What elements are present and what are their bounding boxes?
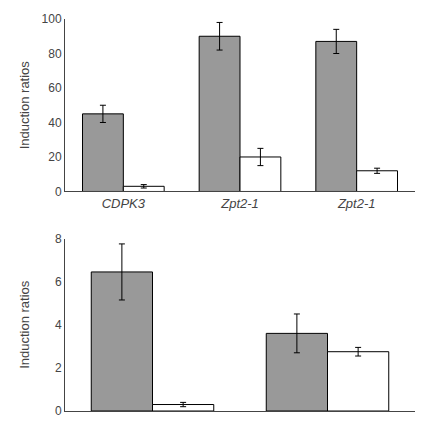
svg-text:60: 60 bbox=[48, 81, 62, 95]
svg-text:40: 40 bbox=[48, 116, 62, 130]
svg-text:0: 0 bbox=[55, 404, 62, 418]
svg-text:2: 2 bbox=[55, 361, 62, 375]
svg-text:Zpt2-1: Zpt2-1 bbox=[337, 196, 376, 211]
svg-text:Induction ratios: Induction ratios bbox=[17, 61, 32, 150]
svg-text:0: 0 bbox=[55, 185, 62, 199]
svg-text:4: 4 bbox=[55, 318, 62, 332]
svg-text:Induction ratios: Induction ratios bbox=[17, 280, 32, 369]
svg-text:8: 8 bbox=[55, 232, 62, 246]
svg-text:20: 20 bbox=[48, 150, 62, 164]
svg-text:6: 6 bbox=[55, 275, 62, 289]
svg-text:Zpt2-1: Zpt2-1 bbox=[220, 196, 259, 211]
svg-text:80: 80 bbox=[48, 47, 62, 61]
svg-text:CDPK3: CDPK3 bbox=[102, 196, 146, 211]
svg-text:100: 100 bbox=[42, 12, 62, 26]
